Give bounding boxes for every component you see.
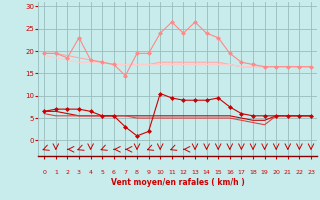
X-axis label: Vent moyen/en rafales ( km/h ): Vent moyen/en rafales ( km/h ) xyxy=(111,178,244,187)
